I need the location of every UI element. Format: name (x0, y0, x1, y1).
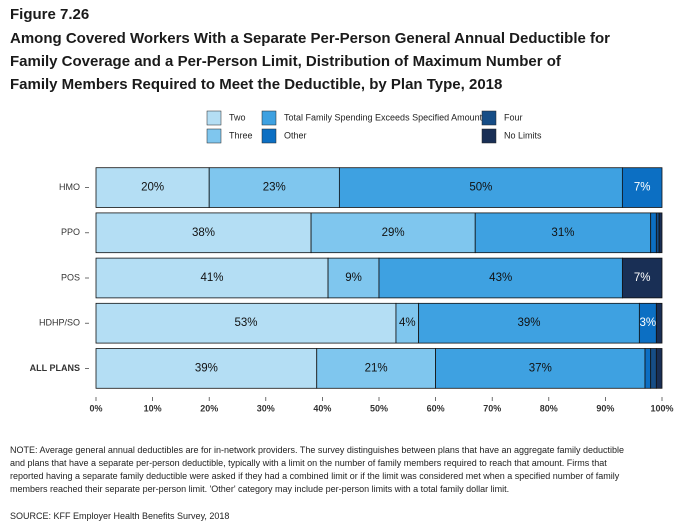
bar-segment (621, 257, 663, 299)
bar-segment (378, 257, 623, 299)
bar-segment (310, 212, 476, 254)
data-label: 20% (141, 182, 164, 194)
bar-segment (658, 212, 663, 254)
data-label: 39% (195, 362, 218, 374)
note: NOTE: Average general annual deductibles… (10, 445, 625, 494)
legend-label: Three (229, 130, 253, 140)
bar-segment (95, 348, 318, 389)
bar-segment (338, 167, 623, 208)
chart-title: Among Covered Workers With a Separate Pe… (10, 30, 611, 93)
x-tick-label: 20% (200, 403, 218, 413)
y-tick-label: HDHP/SO (39, 318, 80, 328)
x-tick-label: 40% (313, 403, 331, 413)
data-label: 29% (382, 227, 405, 239)
bar-segment (621, 167, 663, 208)
data-label: 9% (345, 272, 362, 284)
bar-segment (655, 348, 663, 389)
data-label: 43% (489, 272, 512, 284)
data-label: 21% (365, 362, 388, 374)
data-label: 7% (634, 272, 651, 284)
bar-segment (418, 302, 640, 344)
x-tick-label: 50% (370, 403, 388, 413)
bar-segment (208, 167, 340, 208)
bar-segment (474, 212, 652, 254)
data-label: 4% (399, 317, 416, 329)
bar-segment (655, 302, 663, 344)
data-label: 37% (529, 362, 552, 374)
bar-segment (650, 348, 657, 389)
x-tick-label: 60% (427, 403, 445, 413)
legend-label: Other (284, 130, 307, 140)
x-tick-label: 70% (483, 403, 501, 413)
data-label: 53% (234, 317, 257, 329)
legend-swatch (261, 110, 277, 126)
data-label: 50% (469, 182, 492, 194)
legend-swatch (206, 128, 222, 144)
bar-segment (95, 212, 312, 254)
bar-segment (644, 348, 652, 389)
data-label: 7% (634, 182, 651, 194)
legend-swatch (206, 110, 222, 126)
figure-label: Figure 7.26 (10, 6, 90, 23)
legend-label: No Limits (504, 130, 542, 140)
y-tick-label: HMO (59, 182, 80, 192)
data-label: 38% (192, 227, 215, 239)
legend-swatch (481, 128, 497, 144)
legend-swatch (481, 110, 497, 126)
legend-label: Total Family Spending Exceeds Specified … (284, 112, 483, 122)
data-label: 41% (201, 272, 224, 284)
bar-segment (316, 348, 436, 389)
bar-segment (95, 167, 210, 208)
y-tick-label: PPO (61, 227, 80, 237)
bar-segment (655, 212, 660, 254)
source: SOURCE: KFF Employer Health Benefits Sur… (10, 511, 230, 521)
x-tick-label: 10% (144, 403, 162, 413)
legend-label: Four (504, 112, 523, 122)
x-tick-label: 90% (596, 403, 614, 413)
data-label: 31% (551, 227, 574, 239)
bar-segment (650, 212, 657, 254)
bar-segment (95, 302, 397, 344)
data-label: 3% (640, 317, 657, 329)
x-tick-label: 100% (650, 403, 673, 413)
data-label: 39% (517, 317, 540, 329)
x-tick-label: 30% (257, 403, 275, 413)
data-label: 23% (263, 182, 286, 194)
y-tick-label: POS (61, 272, 80, 282)
x-tick-label: 80% (540, 403, 558, 413)
y-tick-label: ALL PLANS (30, 363, 80, 373)
legend-label: Two (229, 112, 246, 122)
x-tick-label: 0% (89, 403, 102, 413)
bar-segment (95, 257, 329, 299)
legend-swatch (261, 128, 277, 144)
